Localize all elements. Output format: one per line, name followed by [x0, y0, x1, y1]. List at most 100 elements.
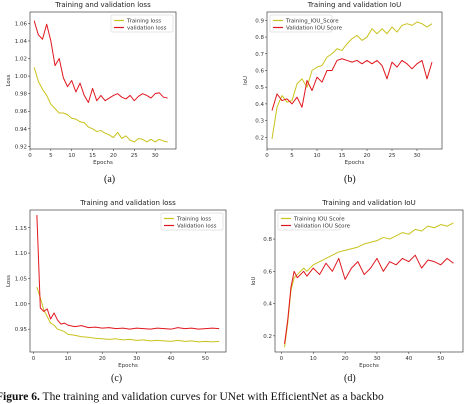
- chart-d: Training and validation IoU 0 10 20 30 40 50 0.…: [251, 199, 464, 369]
- x-tick-label: 40: [167, 356, 174, 362]
- y-tick-label: 0.7: [255, 52, 264, 58]
- y-tick-label: 0.8: [255, 35, 264, 41]
- chart-a: Training and validation loss 0 5 10 15 20 25 30…: [6, 1, 177, 166]
- chart-title: Training and validation IoU: [321, 199, 415, 207]
- x-tick-label: 50: [437, 356, 444, 362]
- legend-label-1: Validation loss: [177, 224, 217, 230]
- y-tick-label: 0.2: [255, 135, 264, 141]
- y-tick-label: 1.06: [15, 21, 28, 27]
- y-axis-label: Loss: [6, 275, 12, 287]
- y-axis-label: IoU: [251, 276, 257, 285]
- chart-b: Training and validation IoU 0 5 10 15 20 25 30 0…: [243, 1, 443, 166]
- y-tick-label: 1.04: [15, 39, 28, 45]
- panel-label-c: (c): [111, 373, 123, 384]
- plot-frame: [29, 209, 227, 353]
- y-tick-label: 0.96: [15, 109, 28, 115]
- x-axis-label: Epochs: [359, 363, 379, 369]
- x-tick-label: 5: [49, 153, 53, 159]
- x-tick-label: 20: [110, 153, 117, 159]
- caption-text: The training and validation curves for U…: [42, 391, 384, 403]
- chart-panel-d: Training and validation IoU 0 10 20 30 40 50 0.…: [237, 196, 474, 370]
- caption-label: Figure 6.: [0, 391, 40, 403]
- x-tick-label: 0: [265, 153, 269, 159]
- y-tick-label: 0.2: [263, 334, 272, 340]
- x-tick-label: 5: [290, 153, 294, 159]
- y-tick-label: 0.6: [255, 68, 264, 74]
- chart-c: Training and validation loss 0 10 20 30 40 50 0…: [6, 199, 227, 369]
- legend-label-0: Training_IOU_Score: [285, 19, 339, 25]
- chart-panel-a: Training and validation loss 0 5 10 15 20 25 30…: [0, 0, 237, 172]
- chart-title: Training and validation loss: [54, 1, 151, 9]
- legend-label-1: validation loss: [127, 26, 167, 32]
- legend-box: [269, 14, 333, 33]
- panel-label-b: (b): [344, 174, 356, 185]
- figure-caption: Figure 6. The training and validation cu…: [0, 391, 384, 403]
- series-line-0: [33, 67, 168, 143]
- plot-frame: [274, 209, 464, 353]
- y-tick-label: 1.10: [15, 251, 28, 257]
- x-tick-label: 10: [64, 356, 71, 362]
- legend-label-0: Training loss: [126, 19, 161, 25]
- series-line-1: [36, 215, 220, 330]
- y-tick-label: 0.4: [255, 102, 264, 108]
- legend-label-1: Validation IOU Score: [286, 26, 343, 32]
- chart-title: Training and validation loss: [79, 199, 176, 207]
- y-tick-label: 0.8: [263, 237, 272, 243]
- y-tick-label: 1.02: [15, 57, 27, 63]
- y-tick-label: 1.15: [15, 226, 28, 232]
- x-tick-label: 25: [389, 153, 396, 159]
- legend-box: [160, 212, 224, 231]
- series-line-0: [36, 286, 220, 343]
- chart-panel-b: Training and validation IoU 0 5 10 15 20 25 30 0…: [237, 0, 474, 172]
- x-tick-label: 30: [373, 356, 380, 362]
- x-tick-label: 40: [405, 356, 412, 362]
- x-tick-label: 15: [339, 153, 346, 159]
- legend-label-0: Training loss: [176, 217, 211, 223]
- x-axis-label: Epochs: [345, 160, 365, 166]
- y-tick-label: 0.3: [255, 119, 264, 125]
- plot-frame: [266, 11, 443, 150]
- y-tick-label: 1.00: [15, 74, 28, 80]
- x-tick-label: 10: [314, 153, 321, 159]
- legend-label-1: Validation IOU Score: [294, 224, 351, 230]
- x-tick-label: 25: [131, 153, 138, 159]
- x-tick-label: 0: [280, 356, 284, 362]
- series-line-1: [271, 58, 433, 111]
- x-tick-label: 30: [414, 153, 421, 159]
- y-tick-label: 0.4: [263, 302, 272, 308]
- panel-label-d: (d): [344, 373, 356, 384]
- series-line-1: [284, 254, 454, 344]
- series-line-0: [284, 222, 454, 348]
- x-tick-label: 20: [342, 356, 349, 362]
- plot-frame: [29, 11, 177, 150]
- x-tick-label: 20: [99, 356, 106, 362]
- x-tick-label: 30: [152, 153, 159, 159]
- x-axis-label: Epochs: [118, 363, 138, 369]
- x-axis-label: Epochs: [93, 160, 113, 166]
- x-tick-label: 30: [133, 356, 140, 362]
- y-tick-label: 0.95: [15, 327, 28, 333]
- x-tick-label: 20: [364, 153, 371, 159]
- chart-title: Training and validation IoU: [307, 1, 401, 9]
- legend-box: [110, 14, 174, 33]
- y-axis-label: IoU: [243, 76, 249, 85]
- chart-panel-c: Training and validation loss 0 10 20 30 40 50 0…: [0, 196, 237, 370]
- x-tick-label: 0: [32, 356, 36, 362]
- y-tick-label: 0.94: [15, 127, 28, 133]
- y-tick-label: 0.98: [15, 92, 28, 98]
- x-tick-label: 0: [28, 153, 32, 159]
- x-tick-label: 10: [310, 356, 317, 362]
- y-tick-label: 1.00: [15, 302, 28, 308]
- y-tick-label: 0.6: [263, 269, 272, 275]
- legend-label-0: Training IOU Score: [293, 217, 345, 223]
- y-tick-label: 0.9: [255, 18, 264, 24]
- y-tick-label: 0.92: [15, 144, 27, 150]
- x-tick-label: 50: [202, 356, 209, 362]
- y-tick-label: 0.5: [255, 85, 264, 91]
- y-tick-label: 1.05: [15, 276, 28, 282]
- legend-box: [277, 212, 341, 231]
- y-axis-label: Loss: [6, 74, 12, 86]
- series-line-1: [33, 20, 168, 103]
- x-tick-label: 15: [89, 153, 96, 159]
- x-tick-label: 10: [68, 153, 75, 159]
